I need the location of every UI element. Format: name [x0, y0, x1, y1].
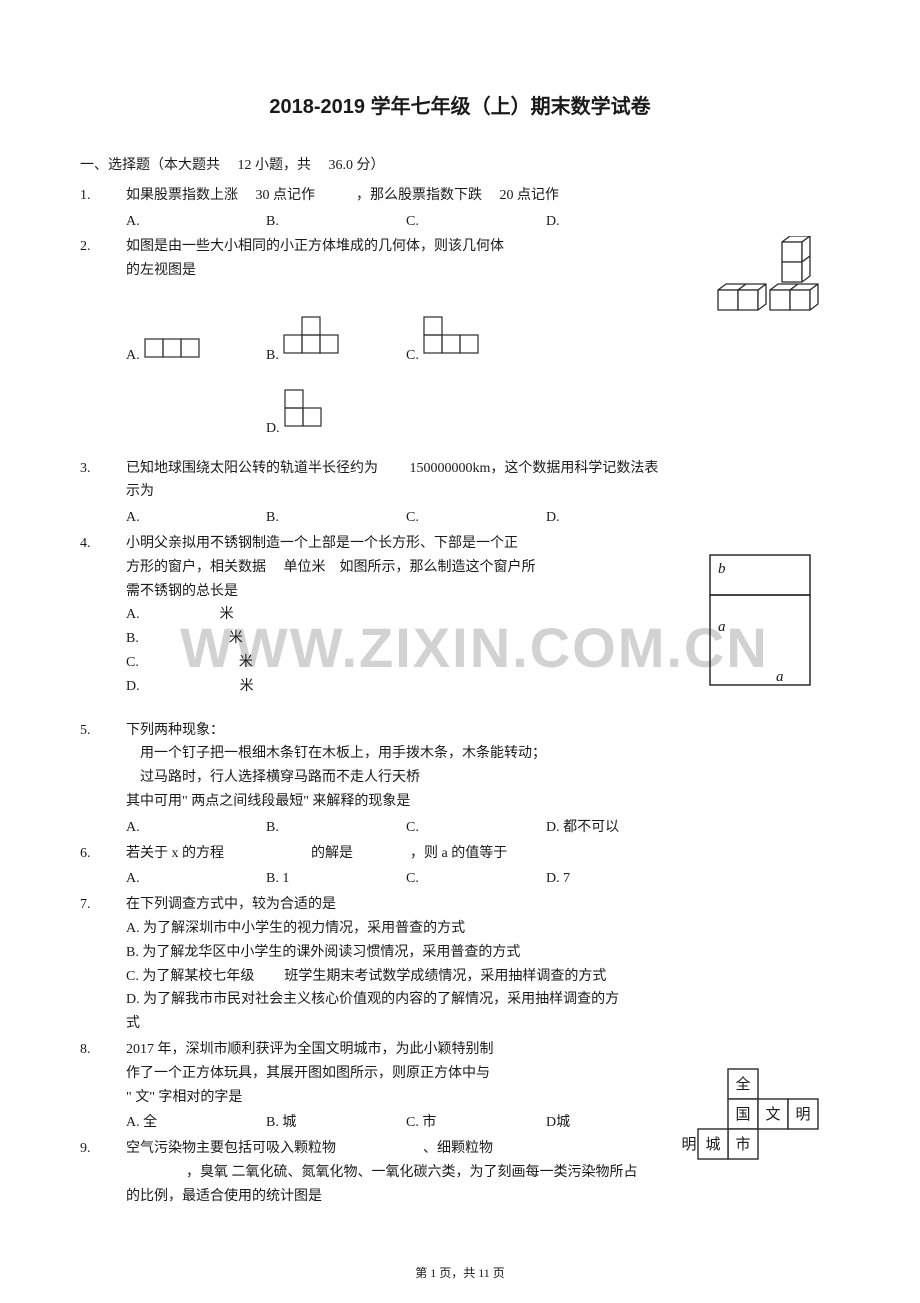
q4-line2: 方形的窗户，相关数据 单位米 如图所示，那么制造这个窗户所	[126, 556, 840, 580]
q4-opt-a: A.	[126, 607, 140, 622]
question-2: 2. 如图是由一些大小相同的小正方体堆成的几何体，则该几何体 的左视图是 A.	[80, 235, 840, 440]
q5-line1: 下列两种现象：	[126, 719, 840, 743]
q6-opt-b: B. 1	[266, 867, 289, 891]
q7-opt-d2: 式	[126, 1012, 840, 1036]
q9-line3: 的比例，最适合使用的统计图是	[126, 1185, 840, 1209]
q3-opt-d: D.	[546, 506, 560, 530]
question-3: 3. 已知地球围绕太阳公转的轨道半长径约为 150000000km，这个数据用科…	[80, 457, 840, 530]
q6-opt-d: D. 7	[546, 867, 570, 891]
qnum: 7.	[80, 893, 126, 917]
qnum: 9.	[80, 1137, 126, 1161]
q7-opt-d1: D. 为了解我市市民对社会主义核心价值观的内容的了解情况，采用抽样调查的方	[126, 988, 840, 1012]
page-footer: 第 1 页，共 11 页	[0, 1263, 920, 1283]
q5-line3: 过马路时，行人选择横穿马路而不走人行天桥	[126, 766, 840, 790]
q5-opt-c: C.	[406, 816, 419, 840]
q2-line2: 的左视图是	[126, 259, 840, 283]
qnum: 5.	[80, 719, 126, 743]
qnum: 4.	[80, 532, 126, 556]
q7-opt-c1: C. 为了解某校七年级	[126, 969, 254, 984]
q6-text-c: ，则 a 的值等于	[410, 846, 507, 861]
q8-opt-c: C. 市	[406, 1111, 436, 1135]
q4-line3: 需不锈钢的总长是	[126, 580, 840, 604]
q1-text-b: ，那么股票指数下跌 20 点记作	[356, 188, 559, 203]
q5-opt-a: A.	[126, 816, 140, 840]
q5-opt-b: B.	[266, 816, 279, 840]
q8-line2: 作了一个正方体玩具，其展开图如图所示，则原正方体中与	[126, 1062, 840, 1086]
q1-opt-b: B.	[266, 210, 279, 234]
q9-line1b: 、细颗粒物	[423, 1141, 493, 1156]
page-title: 2018-2019 学年七年级（上）期末数学试卷	[80, 90, 840, 124]
q4-line1: 小明父亲拟用不锈钢制造一个上部是一个长方形、下部是一个正	[126, 532, 840, 556]
q4-opt-b-text: 米	[229, 631, 243, 646]
q7-opt-c2: 班学生期末考试数学成绩情况，采用抽样调查的方式	[284, 969, 606, 984]
q5-opt-d: D. 都不可以	[546, 816, 619, 840]
q3-opt-c: C.	[406, 506, 419, 530]
q9-line1a: 空气污染物主要包括可吸入颗粒物	[126, 1141, 336, 1156]
q1-opt-c: C.	[406, 210, 419, 234]
q3-opt-a: A.	[126, 506, 140, 530]
q4-opt-d: D.	[126, 679, 140, 694]
q4-opt-d-text: 米	[240, 679, 254, 694]
question-1: 1. 如果股票指数上涨 30 点记作 ，那么股票指数下跌 20 点记作 A. B…	[80, 184, 840, 234]
q2-opt-b: B.	[266, 344, 279, 368]
q6-text-b: 的解是	[311, 846, 353, 861]
q6-text-a: 若关于 x 的方程	[126, 846, 224, 861]
q4-opt-c: C.	[126, 655, 139, 670]
q7-line1: 在下列调查方式中，较为合适的是	[126, 893, 840, 917]
question-5: 5. 下列两种现象： 用一个钉子把一根细木条钉在木板上，用手拨木条，木条能转动；…	[80, 719, 840, 840]
question-9: 9. 空气污染物主要包括可吸入颗粒物 、细颗粒物 ，臭氧 二氧化硫、氮氧化物、一…	[80, 1137, 840, 1208]
q3-line2: 示为	[126, 480, 840, 504]
q5-line4: 其中可用" 两点之间线段最短" 来解释的现象是	[126, 790, 840, 814]
question-6: 6. 若关于 x 的方程 的解是 ，则 a 的值等于 A. B. 1 C. D.…	[80, 842, 840, 892]
q4-opt-c-text: 米	[239, 655, 253, 670]
q2-opt-b-fig	[283, 315, 359, 368]
q3-line1: 已知地球围绕太阳公转的轨道半长径约为 150000000km，这个数据用科学记数…	[126, 457, 840, 481]
question-8: 8. 2017 年，深圳市顺利获评为全国文明城市，为此小颖特别制 作了一个正方体…	[80, 1038, 840, 1135]
q2-opt-d-fig	[284, 388, 334, 441]
q2-opt-d: D.	[266, 417, 280, 441]
q2-opt-a: A.	[126, 344, 140, 368]
section-header: 一、选择题（本大题共 12 小题，共 36.0 分）	[80, 154, 840, 178]
q8-line1: 2017 年，深圳市顺利获评为全国文明城市，为此小颖特别制	[126, 1038, 840, 1062]
q8-opt-b: B. 城	[266, 1111, 296, 1135]
q9-line2: ，臭氧 二氧化硫、氮氧化物、一氧化碳六类，为了刻画每一类污染物所占	[126, 1161, 840, 1185]
qnum: 3.	[80, 457, 126, 481]
q1-text-a: 如果股票指数上涨 30 点记作	[126, 188, 315, 203]
q8-line3: " 文" 字相对的字是	[126, 1086, 840, 1110]
qnum: 6.	[80, 842, 126, 866]
q4-opt-a-text: 米	[220, 607, 234, 622]
q7-opt-a: A. 为了解深圳市中小学生的视力情况，采用普查的方式	[126, 917, 840, 941]
qnum: 2.	[80, 235, 126, 259]
q6-opt-c: C.	[406, 867, 419, 891]
q2-opt-a-fig	[144, 329, 214, 368]
q3-opt-b: B.	[266, 506, 279, 530]
q1-opt-a: A.	[126, 210, 140, 234]
q2-opt-c-fig	[423, 315, 499, 368]
qnum: 1.	[80, 184, 126, 208]
q5-line2: 用一个钉子把一根细木条钉在木板上，用手拨木条，木条能转动；	[126, 742, 840, 766]
q7-opt-b: B. 为了解龙华区中小学生的课外阅读习惯情况，采用普查的方式	[126, 941, 840, 965]
q6-opt-a: A.	[126, 867, 140, 891]
q8-opt-d: D城	[546, 1111, 570, 1135]
q4-opt-b: B.	[126, 631, 139, 646]
q2-opt-c: C.	[406, 344, 419, 368]
question-7: 7. 在下列调查方式中，较为合适的是 A. 为了解深圳市中小学生的视力情况，采用…	[80, 893, 840, 1036]
q2-line1: 如图是由一些大小相同的小正方体堆成的几何体，则该几何体	[126, 235, 840, 259]
question-4: 4. 小明父亲拟用不锈钢制造一个上部是一个长方形、下部是一个正 方形的窗户，相关…	[80, 532, 840, 699]
q1-opt-d: D.	[546, 210, 560, 234]
qnum: 8.	[80, 1038, 126, 1062]
q8-opt-a: A. 全	[126, 1111, 157, 1135]
